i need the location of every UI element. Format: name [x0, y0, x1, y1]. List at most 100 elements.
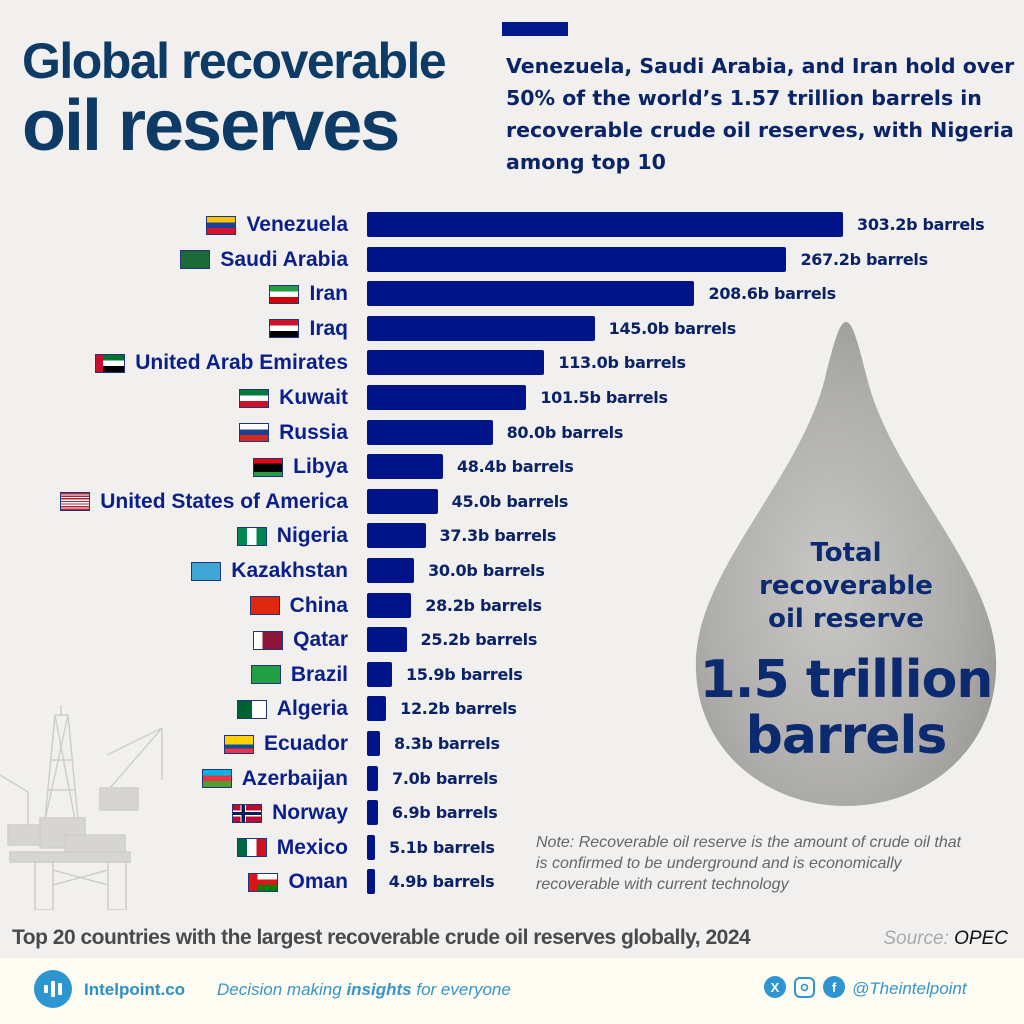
country-name: Saudi Arabia [220, 247, 348, 271]
usa-flag-icon [60, 492, 91, 512]
country-label: Russia [239, 419, 348, 447]
title-line-2: oil reserves [22, 86, 400, 166]
country-name: Nigeria [276, 524, 348, 548]
bar [367, 696, 387, 722]
chart-row: Oman 4.9b barrels [0, 866, 1024, 901]
tagline-post: for everyone [411, 980, 511, 999]
value-label: 7.0b barrels [391, 768, 498, 788]
value-label: 303.2b barrels [857, 215, 985, 234]
chart-row: Ecuador 8.3b barrels [0, 728, 1024, 763]
russia-flag-icon [239, 423, 270, 443]
footnote: Note: Recoverable oil reserve is the amo… [536, 834, 962, 893]
chart-row: United Arab Emirates 113.0b barrels [0, 347, 1024, 382]
value-label: 12.2b barrels [400, 699, 517, 719]
venezuela-flag-icon [206, 215, 237, 235]
value-label: 28.2b barrels [425, 595, 542, 615]
value-label: 113.0b barrels [558, 353, 686, 373]
country-label: Iraq [269, 315, 348, 343]
iran-flag-icon [269, 284, 300, 304]
bar [367, 212, 843, 237]
value-label: 6.9b barrels [391, 803, 498, 823]
chart-row: Venezuela 303.2b barrels [0, 209, 1024, 244]
chart-row: Libya 48.4b barrels [0, 451, 1024, 486]
country-label: Nigeria [236, 522, 348, 550]
bar [367, 281, 695, 307]
country-name: Mexico [276, 835, 348, 859]
value-label: 208.6b barrels [708, 284, 836, 304]
country-label: Libya [253, 453, 348, 481]
country-label: China [249, 592, 348, 620]
chart-row: Kuwait 101.5b barrels [0, 382, 1024, 417]
bar [367, 246, 787, 272]
value-label: 145.0b barrels [608, 318, 737, 338]
mexico-flag-icon [236, 838, 267, 858]
country-label: Brazil [250, 661, 348, 689]
algeria-flag-icon [236, 699, 267, 719]
iraq-flag-icon [269, 319, 300, 339]
social-handle[interactable]: @Theintelpoint [852, 979, 967, 998]
drop-label: Total recoverable oil reserve [759, 538, 933, 634]
x-icon[interactable]: X [764, 976, 786, 998]
intelpoint-logo-icon[interactable] [34, 970, 72, 1008]
chart-row: Azerbaijan 7.0b barrels [0, 763, 1024, 798]
bar [367, 488, 438, 514]
libya-flag-icon [253, 457, 284, 477]
brand-link[interactable]: Intelpoint.co [84, 980, 186, 999]
country-label: Mexico [236, 834, 348, 862]
nigeria-flag-icon [236, 526, 267, 546]
oil-rig-illustration-icon [0, 705, 163, 910]
value-label: 15.9b barrels [405, 664, 523, 684]
ecuador-flag-icon [223, 734, 254, 754]
country-name: Azerbaijan [241, 766, 348, 790]
value-label: 101.5b barrels [540, 388, 668, 407]
value-label: 30.0b barrels [428, 561, 545, 580]
chart-row: Algeria 12.2b barrels [0, 693, 1024, 728]
country-name: Russia [279, 420, 348, 444]
page-title: Global recoverable oil reserves [22, 34, 447, 166]
bar [367, 454, 443, 480]
norway-flag-icon [232, 803, 263, 823]
bar [367, 558, 415, 583]
chart-row: Norway 6.9b barrels [0, 797, 1024, 832]
bar [367, 800, 378, 826]
bar [367, 765, 378, 791]
source-value: OPEC [954, 928, 1008, 949]
bar [367, 869, 375, 895]
country-name: United States of America [100, 489, 348, 513]
country-label: Kuwait [239, 384, 348, 412]
value-label: 45.0b barrels [451, 491, 569, 511]
bar [367, 661, 392, 687]
country-label: Saudi Arabia [180, 246, 348, 274]
kazakhstan-flag-icon [191, 561, 222, 581]
country-label: Norway [232, 799, 348, 827]
country-label: Iran [269, 280, 348, 308]
value-label: 4.9b barrels [388, 872, 495, 892]
country-label: Kazakhstan [191, 557, 348, 585]
source-label: Source: [883, 928, 949, 949]
china-flag-icon [249, 596, 280, 616]
country-name: Norway [272, 801, 348, 825]
country-name: Ecuador [263, 732, 348, 755]
tagline: Decision making insights for everyone [217, 980, 511, 1000]
drop-value-line2: barrels [745, 706, 948, 766]
country-name: China [289, 593, 348, 617]
chart-row: Kazakhstan 30.0b barrels [0, 555, 1024, 590]
country-name: Qatar [293, 628, 348, 652]
value-label: 37.3b barrels [439, 526, 557, 546]
value-label: 80.0b barrels [506, 422, 624, 442]
bar [367, 350, 545, 376]
chart-row: Russia 80.0b barrels [0, 417, 1024, 452]
country-label: United States of America [60, 488, 348, 516]
qatar-flag-icon [253, 630, 284, 650]
chart-row: Iran 208.6b barrels [0, 278, 1024, 313]
country-name: Kuwait [279, 386, 348, 409]
instagram-icon[interactable] [794, 976, 815, 998]
country-name: Algeria [276, 697, 348, 721]
facebook-icon[interactable]: f [823, 976, 845, 998]
chart-caption: Top 20 countries with the largest recove… [12, 926, 751, 949]
bar [367, 627, 407, 653]
oil-drop-icon [695, 322, 997, 806]
tagline-bold: insights [346, 980, 412, 999]
bar [367, 419, 493, 445]
brazil-flag-icon [250, 665, 281, 685]
